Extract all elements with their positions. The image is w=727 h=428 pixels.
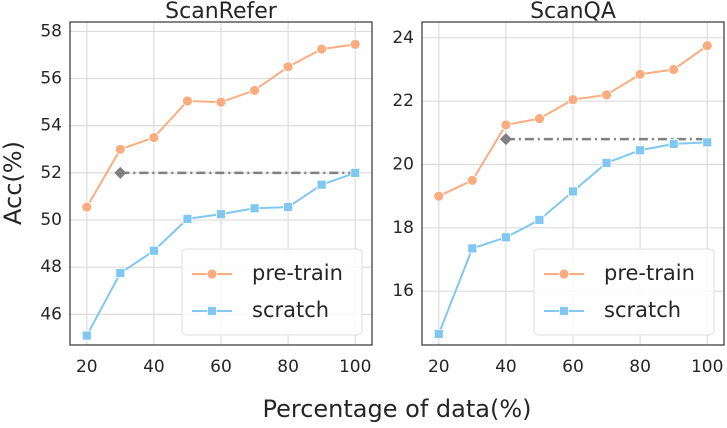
- marker: [216, 209, 226, 220]
- y-tick-label: 52: [40, 163, 62, 183]
- x-tick-label: 40: [495, 357, 517, 377]
- legend-label: scratch: [252, 298, 329, 322]
- y-tick-label: 50: [40, 210, 62, 230]
- x-tick-label: 100: [339, 357, 371, 377]
- marker: [601, 89, 612, 101]
- marker: [115, 268, 126, 278]
- marker: [466, 174, 478, 186]
- y-tick-label: 56: [40, 69, 62, 89]
- marker: [467, 243, 478, 254]
- x-tick-label: 20: [428, 357, 450, 377]
- marker: [249, 84, 260, 96]
- marker: [114, 143, 126, 155]
- marker: [81, 330, 92, 341]
- y-tick-label: 16: [392, 281, 414, 301]
- marker: [282, 61, 294, 73]
- y-tick-label: 18: [392, 218, 414, 238]
- legend-label: scratch: [604, 298, 681, 322]
- marker: [701, 40, 713, 52]
- legend-box: [181, 248, 363, 336]
- chart-title: ScanQA: [530, 0, 616, 24]
- marker: [349, 38, 361, 50]
- y-axis-label: Acc(%): [0, 141, 27, 225]
- marker: [601, 158, 612, 168]
- x-tick-label: 40: [143, 357, 165, 377]
- marker: [500, 232, 511, 243]
- marker: [668, 64, 680, 75]
- y-tick-label: 58: [40, 21, 62, 41]
- y-tick-label: 48: [40, 257, 62, 277]
- y-tick-label: 46: [40, 304, 62, 324]
- marker: [206, 268, 218, 280]
- marker: [182, 213, 193, 224]
- marker: [148, 245, 159, 256]
- legend-box: [533, 248, 715, 336]
- marker: [350, 167, 361, 178]
- marker: [634, 68, 646, 80]
- marker: [534, 215, 545, 225]
- marker: [316, 179, 327, 190]
- legend-label: pre-train: [252, 261, 343, 285]
- marker: [316, 43, 328, 55]
- x-axis-label: Percentage of data(%): [263, 395, 532, 423]
- marker: [81, 201, 93, 213]
- marker: [207, 306, 217, 316]
- marker: [559, 306, 569, 316]
- legend-label: pre-train: [604, 261, 695, 285]
- marker: [433, 190, 445, 202]
- marker: [500, 119, 512, 131]
- plot-frame: [421, 21, 725, 346]
- x-tick-label: 20: [76, 357, 98, 377]
- reference-marker: [114, 166, 127, 179]
- marker: [249, 203, 260, 214]
- marker: [568, 186, 578, 197]
- y-tick-label: 54: [40, 116, 62, 136]
- y-tick-label: 22: [392, 91, 414, 111]
- marker: [567, 94, 579, 105]
- marker: [215, 96, 227, 108]
- marker: [283, 202, 294, 212]
- chart-title: ScanRefer: [165, 0, 278, 24]
- marker: [558, 268, 570, 280]
- marker: [182, 95, 193, 107]
- marker: [668, 139, 679, 149]
- marker: [635, 145, 646, 156]
- x-tick-label: 60: [562, 357, 584, 377]
- marker: [702, 137, 713, 148]
- x-tick-label: 60: [210, 357, 232, 377]
- plot-frame: [69, 21, 373, 346]
- x-tick-label: 80: [277, 357, 299, 377]
- reference-marker: [499, 133, 512, 146]
- marker: [534, 113, 545, 124]
- x-tick-label: 100: [691, 357, 723, 377]
- marker: [148, 132, 160, 143]
- marker: [433, 329, 444, 339]
- x-tick-label: 80: [629, 357, 651, 377]
- y-tick-label: 24: [392, 28, 414, 48]
- y-tick-label: 20: [392, 155, 414, 175]
